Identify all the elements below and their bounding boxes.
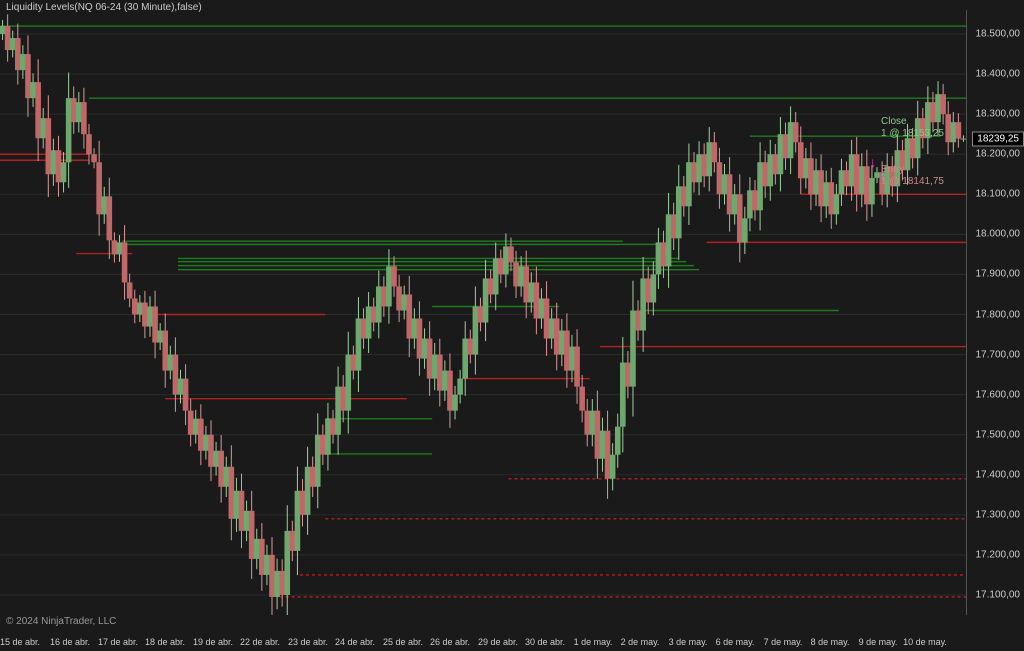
current-price-tag: 18239,25 bbox=[972, 131, 1024, 146]
annotation-label: Close bbox=[881, 116, 907, 127]
y-tick-label: 17.100,00 bbox=[976, 589, 1021, 600]
x-tick-label: 15 de abr. bbox=[0, 637, 40, 647]
y-tick-label: 18.100,00 bbox=[976, 189, 1021, 200]
y-tick-label: 18.400,00 bbox=[976, 69, 1021, 80]
x-tick-label: 1 de may. bbox=[574, 637, 613, 647]
y-tick-label: 18.500,00 bbox=[976, 29, 1021, 40]
x-tick-label: 19 de abr. bbox=[193, 637, 233, 647]
x-tick-label: 7 de may. bbox=[764, 637, 803, 647]
y-tick-label: 17.200,00 bbox=[976, 549, 1021, 560]
chart-title: Liquidity Levels(NQ 06-24 (30 Minute),fa… bbox=[6, 2, 202, 13]
y-tick-label: 17.300,00 bbox=[976, 509, 1021, 520]
x-tick-label: 23 de abr. bbox=[288, 637, 328, 647]
x-tick-label: 16 de abr. bbox=[50, 637, 90, 647]
x-tick-label: 26 de abr. bbox=[430, 637, 470, 647]
x-axis: 15 de abr. 16 de abr. 17 de abr. 18 de abr.… bbox=[0, 631, 966, 651]
x-tick-label: 2 de may. bbox=[621, 637, 660, 647]
y-tick-label: 17.400,00 bbox=[976, 469, 1021, 480]
y-tick-label: 17.900,00 bbox=[976, 269, 1021, 280]
x-tick-label: 29 de abr. bbox=[478, 637, 518, 647]
chart-plot-area[interactable]: Close1 @ 18153,25Entry1 @ 18141,75↓↑ bbox=[0, 10, 967, 615]
x-tick-label: 8 de may. bbox=[811, 637, 850, 647]
chart-container: Liquidity Levels(NQ 06-24 (30 Minute),fa… bbox=[0, 0, 1024, 651]
annotation-detail: 1 @ 18141,75 bbox=[881, 176, 944, 187]
y-tick-label: 17.800,00 bbox=[976, 309, 1021, 320]
x-tick-label: 24 de abr. bbox=[335, 637, 375, 647]
x-tick-label: 18 de abr. bbox=[145, 637, 185, 647]
x-tick-label: 6 de may. bbox=[716, 637, 755, 647]
y-tick-label: 18.000,00 bbox=[976, 229, 1021, 240]
annotation-detail: 1 @ 18153,25 bbox=[881, 128, 944, 139]
y-tick-label: 17.700,00 bbox=[976, 349, 1021, 360]
trade-arrow-icon: ↓ bbox=[869, 154, 876, 170]
x-tick-label: 30 de abr. bbox=[525, 637, 565, 647]
x-tick-label: 10 de may. bbox=[903, 637, 947, 647]
y-tick-label: 18.200,00 bbox=[976, 149, 1021, 160]
y-tick-label: 17.500,00 bbox=[976, 429, 1021, 440]
y-tick-label: 17.600,00 bbox=[976, 389, 1021, 400]
x-tick-label: 22 de abr. bbox=[240, 637, 280, 647]
x-tick-label: 25 de abr. bbox=[383, 637, 423, 647]
x-tick-label: 9 de may. bbox=[859, 637, 898, 647]
copyright-text: © 2024 NinjaTrader, LLC bbox=[6, 616, 116, 627]
y-tick-label: 18.300,00 bbox=[976, 109, 1021, 120]
x-tick-label: 17 de abr. bbox=[98, 637, 138, 647]
chart-svg bbox=[0, 10, 966, 615]
trade-arrow-icon: ↑ bbox=[880, 168, 887, 184]
y-axis: 17.100,00 17.200,00 17.300,00 17.400,00 17.5… bbox=[967, 10, 1024, 615]
x-tick-label: 3 de may. bbox=[669, 637, 708, 647]
